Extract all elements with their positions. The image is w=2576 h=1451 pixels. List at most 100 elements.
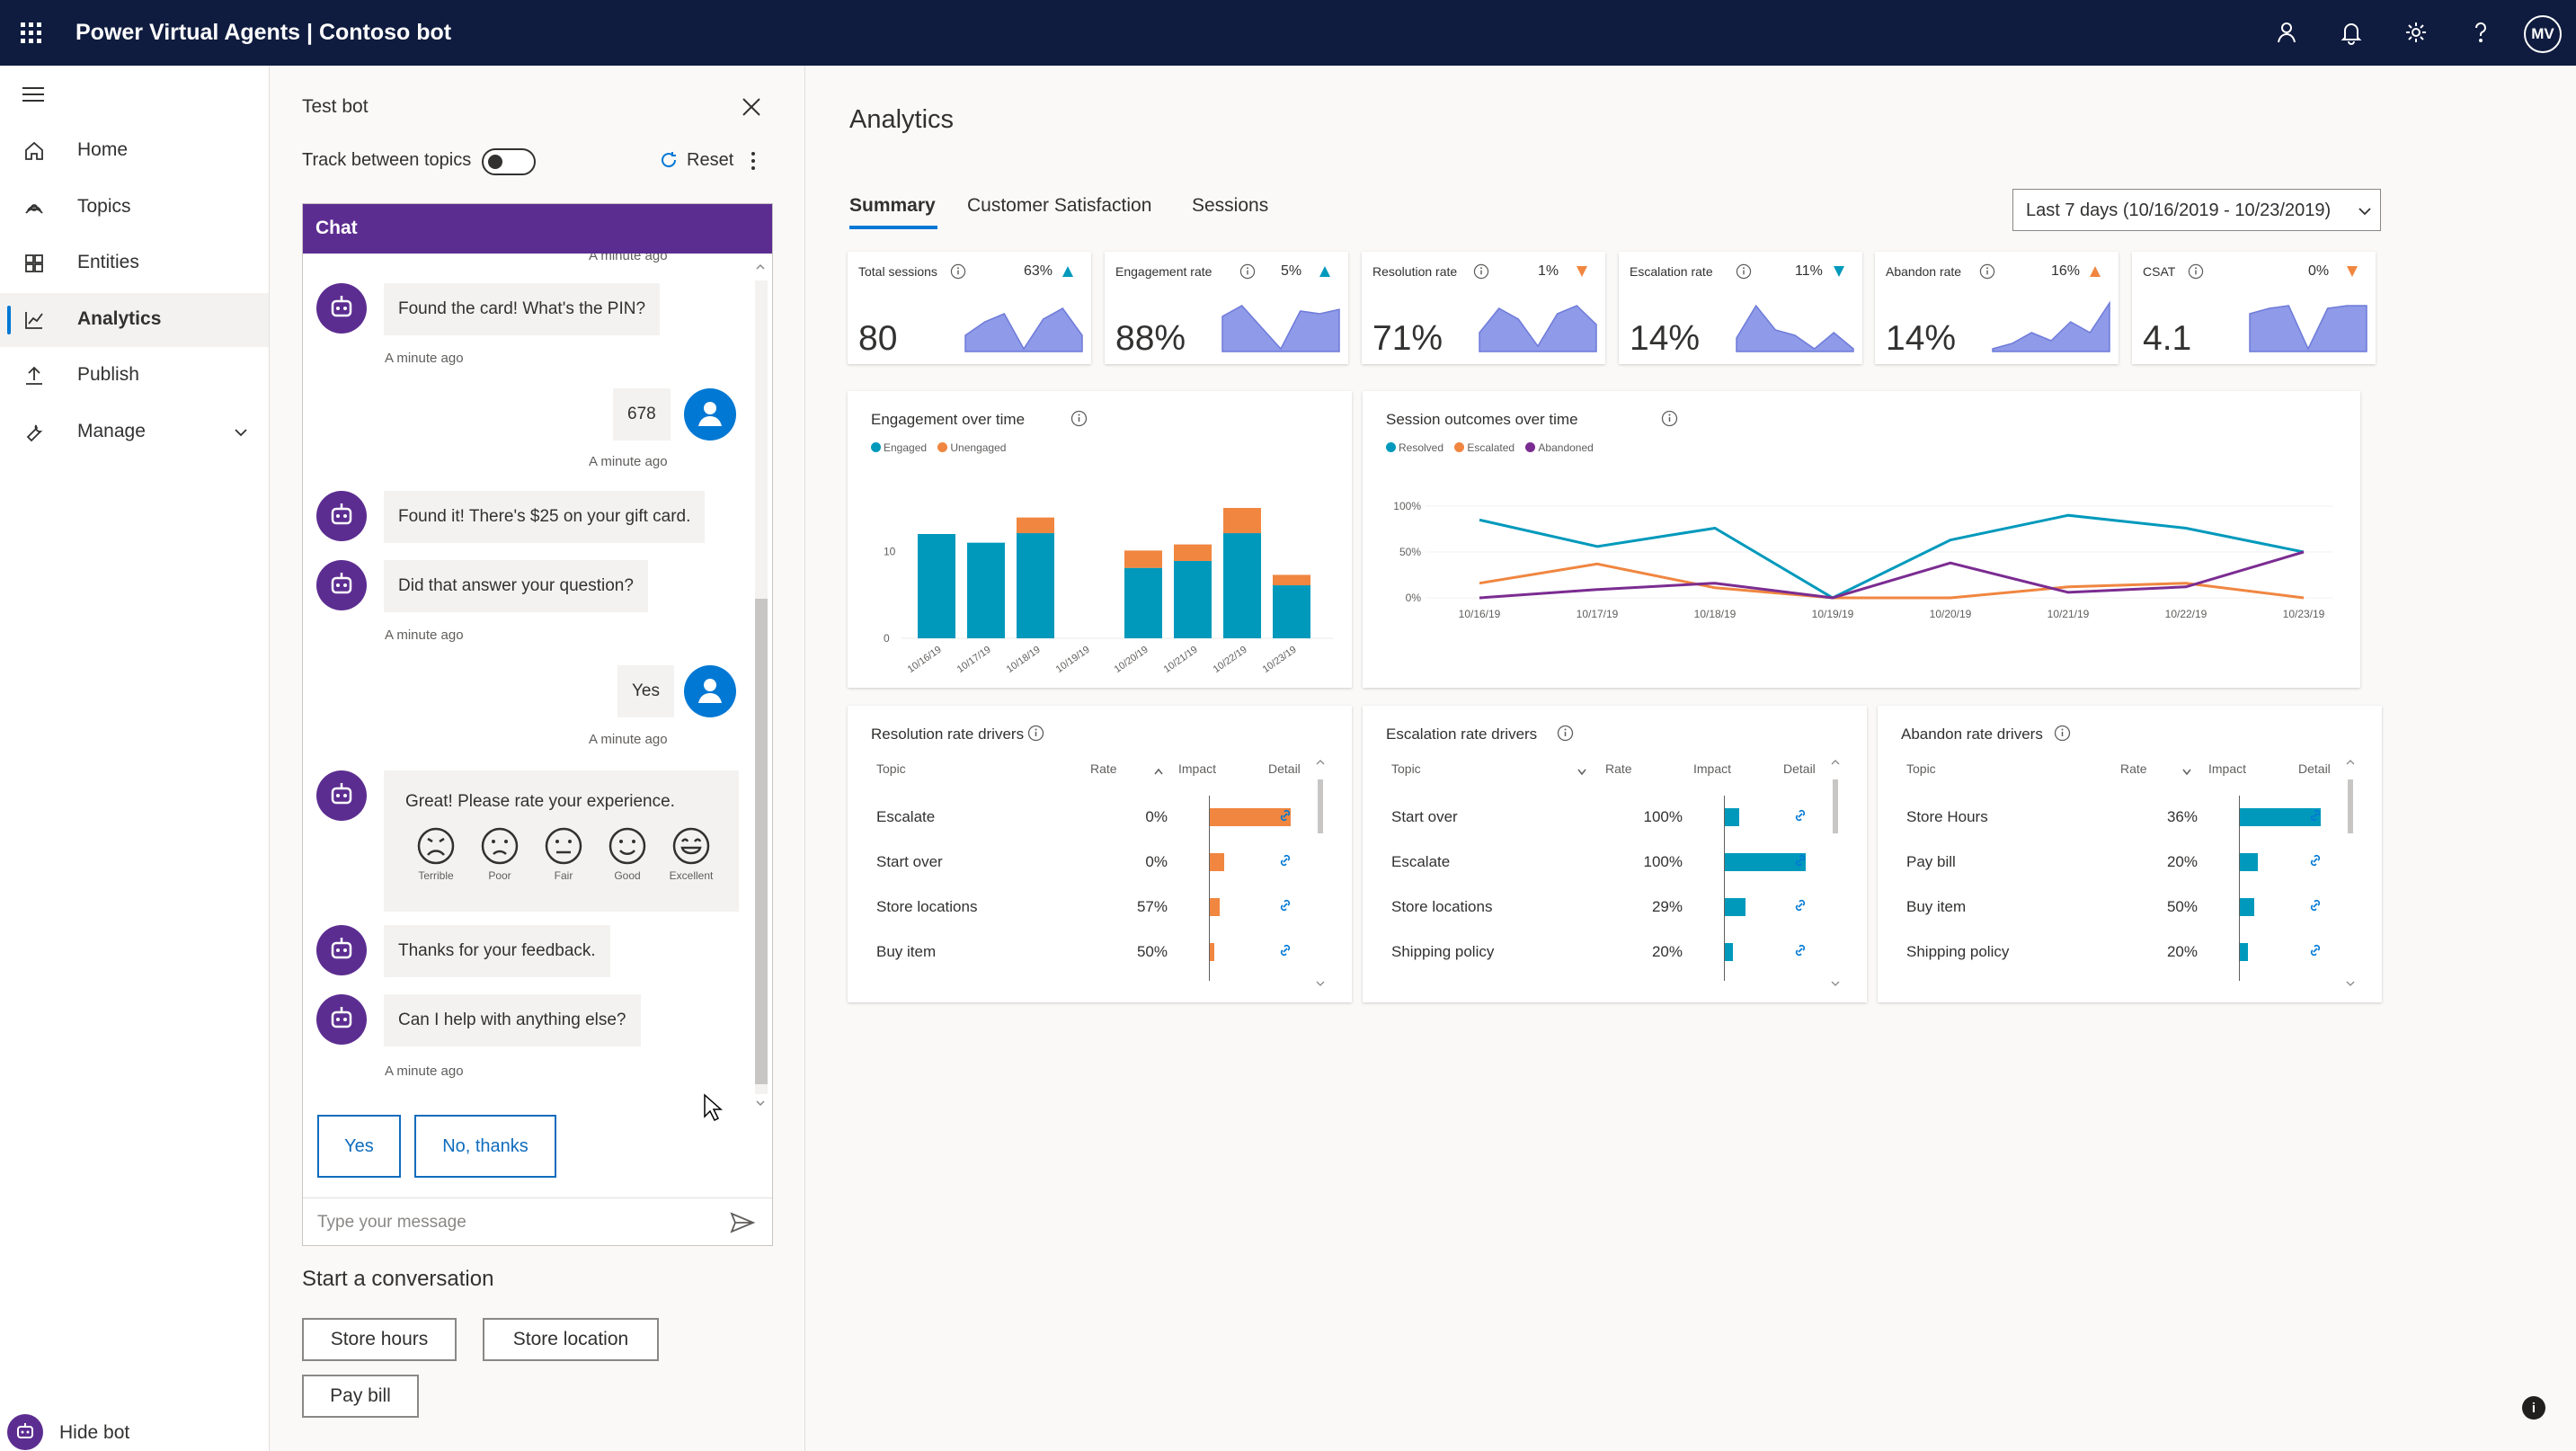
link-icon[interactable] [1792,897,1808,913]
nav-item-analytics[interactable]: Analytics [0,293,269,347]
app-launcher-icon[interactable] [20,22,43,45]
info-icon[interactable] [1661,410,1678,427]
info-icon[interactable] [1736,263,1752,280]
driver-row[interactable]: Store locations 57% [871,886,1329,930]
driver-row[interactable]: Store Hours 36% [1901,796,2359,841]
info-icon[interactable] [2188,263,2204,280]
kpi-card[interactable]: Resolution rate 1% 71% [1362,252,1605,364]
link-icon[interactable] [1277,807,1293,823]
line-escalated[interactable] [1479,562,2305,600]
column-header[interactable]: Detail [2298,761,2331,776]
chat-transcript[interactable]: A minute ago Found the card! What's the … [303,254,772,1162]
driver-row[interactable]: Buy item 50% [1901,886,2359,930]
hide-bot-button[interactable]: Hide bot [7,1414,259,1450]
column-header[interactable]: Topic [876,761,906,776]
chat-scrollbar[interactable] [752,261,768,1107]
tab-sessions[interactable]: Sessions [1192,195,1269,216]
driver-row[interactable]: Store locations 29% [1386,886,1844,930]
rating-excellent[interactable]: Excellent [659,826,724,889]
reset-button[interactable]: Reset [658,147,748,174]
info-icon[interactable] [950,263,966,280]
kpi-card[interactable]: CSAT 0% 4.1 [2132,252,2376,364]
rating-poor[interactable]: Poor [467,826,532,889]
column-header[interactable]: Impact [1693,761,1732,776]
user-avatar[interactable]: MV [2524,15,2562,53]
link-icon[interactable] [2307,852,2323,868]
driver-row[interactable]: Pay bill 20% [1901,841,2359,886]
info-icon[interactable] [1239,263,1256,280]
quick-topic-store-location[interactable]: Store location [483,1318,659,1361]
bar-engaged[interactable] [1017,533,1054,638]
driver-row[interactable]: Escalate 100% [1386,841,1844,886]
column-header[interactable]: Rate [1090,761,1117,776]
info-icon[interactable] [1557,725,1574,742]
column-header[interactable]: Detail [1268,761,1301,776]
panel-scrollbar[interactable] [1314,756,1327,990]
tab-summary[interactable]: Summary [849,195,936,216]
info-icon[interactable] [1027,725,1044,742]
link-icon[interactable] [1277,852,1293,868]
person-icon[interactable] [2274,20,2299,45]
bar-unengaged[interactable] [1223,508,1261,534]
nav-item-manage[interactable]: Manage [0,405,269,459]
column-header[interactable]: Rate [2120,761,2147,776]
nav-item-topics[interactable]: Topics [0,181,269,235]
link-icon[interactable] [2307,807,2323,823]
driver-row[interactable]: Start over 100% [1386,796,1844,841]
legend-item[interactable]: Abandoned [1525,441,1594,454]
gear-icon[interactable] [2403,20,2429,45]
message-input[interactable]: Type your message [317,1213,466,1232]
driver-row[interactable]: Start over 0% [871,841,1329,886]
bar-unengaged[interactable] [1124,550,1162,568]
rating-fair[interactable]: Fair [531,826,596,889]
link-icon[interactable] [1792,852,1808,868]
rating-terrible[interactable]: Terrible [404,826,468,889]
line-resolved[interactable] [1479,513,2305,600]
info-icon[interactable] [1979,263,1995,280]
kpi-card[interactable]: Escalation rate 11% 14% [1619,252,1862,364]
link-icon[interactable] [1792,942,1808,958]
column-header[interactable]: Rate [1605,761,1632,776]
bar-engaged[interactable] [1174,560,1212,638]
quick-topic-store-hours[interactable]: Store hours [302,1318,457,1361]
suggested-yes-button[interactable]: Yes [317,1115,401,1178]
sort-down-icon[interactable] [1577,767,1587,776]
bell-icon[interactable] [2339,20,2364,45]
tab-customer-satisfaction[interactable]: Customer Satisfaction [967,195,1152,216]
panel-scrollbar[interactable] [2344,756,2357,990]
track-toggle[interactable] [482,148,536,175]
column-header[interactable]: Impact [2208,761,2247,776]
link-icon[interactable] [1792,807,1808,823]
hamburger-icon[interactable] [22,85,45,103]
bar-engaged[interactable] [1273,585,1310,638]
line-abandoned[interactable] [1479,550,2305,600]
link-icon[interactable] [2307,942,2323,958]
panel-scrollbar[interactable] [1829,756,1842,990]
info-icon[interactable] [1070,410,1088,427]
column-header[interactable]: Topic [1391,761,1421,776]
bar-unengaged[interactable] [1017,517,1054,534]
help-icon[interactable] [2468,20,2493,45]
bar-unengaged[interactable] [1174,544,1212,561]
info-icon[interactable] [2054,725,2071,742]
quick-topic-pay-bill[interactable]: Pay bill [302,1375,419,1418]
bar-engaged[interactable] [1124,567,1162,638]
kpi-card[interactable]: Total sessions 63% 80 [848,252,1091,364]
link-icon[interactable] [2307,897,2323,913]
legend-item[interactable]: Engaged [871,441,927,454]
send-icon[interactable] [729,1209,756,1236]
nav-item-publish[interactable]: Publish [0,349,269,403]
scroll-up-icon[interactable] [754,261,767,273]
chevron-down-icon[interactable] [232,423,250,441]
kpi-card[interactable]: Engagement rate 5% 88% [1105,252,1348,364]
driver-row[interactable]: Shipping policy 20% [1386,930,1844,975]
rating-good[interactable]: Good [595,826,660,889]
bar-engaged[interactable] [918,534,955,638]
nav-item-entities[interactable]: Entities [0,236,269,290]
more-options-icon[interactable] [746,148,760,174]
date-range-dropdown[interactable]: Last 7 days (10/16/2019 - 10/23/2019) [2012,189,2381,231]
bar-engaged[interactable] [967,542,1005,638]
info-icon[interactable] [1473,263,1489,280]
sort-down-icon[interactable] [2181,767,2192,776]
nav-item-home[interactable]: Home [0,124,269,178]
